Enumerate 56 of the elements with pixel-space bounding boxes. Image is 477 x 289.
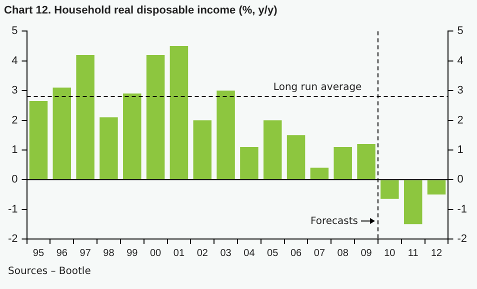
bar xyxy=(76,54,94,180)
y2-tick-label: 2 xyxy=(457,114,464,126)
x-tick-label: 07 xyxy=(314,248,326,259)
y2-tick-label: -1 xyxy=(457,203,467,216)
bar xyxy=(404,180,422,224)
x-tick-label: 97 xyxy=(80,248,92,259)
x-tick-label: 04 xyxy=(244,248,256,259)
y2-tick-label: 4 xyxy=(457,54,464,67)
bar xyxy=(334,146,352,180)
bar xyxy=(170,46,188,180)
y2-tick-label: 0 xyxy=(457,174,464,186)
x-tick-label: 01 xyxy=(173,248,185,259)
x-tick-label: 11 xyxy=(408,248,419,259)
chart-title: Chart 12. Household real disposable income (%, y/y) xyxy=(4,4,278,17)
x-tick-label: 96 xyxy=(56,248,68,259)
y-tick-label: -1 xyxy=(8,203,18,216)
y-tick-label: 2 xyxy=(12,114,18,126)
x-tick-label: 06 xyxy=(290,248,302,259)
y-tick-label: 3 xyxy=(12,84,18,97)
x-tick-label: 03 xyxy=(220,248,232,259)
bar xyxy=(357,144,376,180)
bar xyxy=(146,54,165,180)
bar xyxy=(29,100,48,180)
bar xyxy=(264,120,282,180)
source-note: Sources – Bootle xyxy=(8,266,91,277)
bar xyxy=(216,90,235,180)
bar xyxy=(427,180,446,194)
x-tick-label: 02 xyxy=(196,248,208,259)
ref-line-label: Forecasts xyxy=(310,216,358,227)
x-tick-label: 00 xyxy=(150,248,162,259)
y-tick-label: 1 xyxy=(12,144,18,156)
bar xyxy=(193,120,212,180)
y2-tick-label: 5 xyxy=(457,25,464,38)
y2-tick-label: -2 xyxy=(457,233,467,246)
y2-tick-label: 1 xyxy=(457,144,464,156)
bar xyxy=(380,180,399,199)
y-tick-label: 0 xyxy=(12,174,18,186)
x-tick-label: 05 xyxy=(267,248,279,259)
y-tick-label: 4 xyxy=(12,54,18,67)
y-tick-label: 5 xyxy=(12,25,18,38)
x-tick-label: 12 xyxy=(430,248,443,259)
bar xyxy=(240,146,258,180)
bar xyxy=(286,135,306,180)
x-tick-label: 10 xyxy=(384,248,396,259)
x-tick-label: 99 xyxy=(126,248,138,259)
bar xyxy=(52,88,72,180)
bar xyxy=(123,94,142,180)
x-tick-label: 08 xyxy=(337,248,349,259)
y2-tick-label: 3 xyxy=(457,84,464,97)
y-tick-label: -2 xyxy=(8,233,18,246)
ref-line-label: Long run average xyxy=(273,82,362,94)
bar xyxy=(310,168,329,180)
x-tick-label: 98 xyxy=(103,248,115,259)
x-tick-label: 95 xyxy=(32,248,44,259)
x-tick-label: 09 xyxy=(360,248,372,259)
bar xyxy=(100,117,118,180)
